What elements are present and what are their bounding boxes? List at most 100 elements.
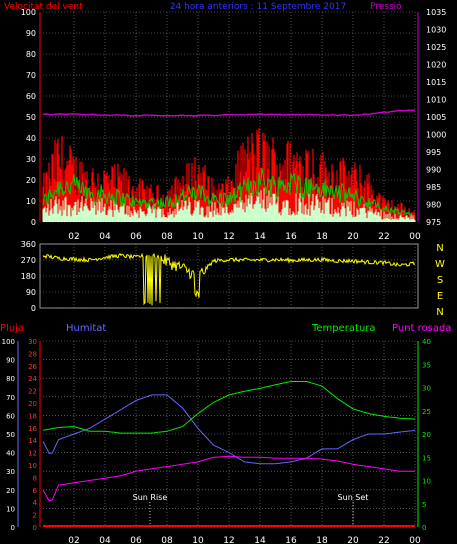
temperature-tick-label: 10 bbox=[28, 462, 37, 470]
x-tick-label: 02 bbox=[68, 536, 79, 544]
temperature-tick-label: 0 bbox=[33, 524, 37, 532]
dewpoint-axis-title: Punt rosada bbox=[392, 323, 451, 334]
y-left-tick-label: 50 bbox=[26, 113, 36, 122]
right-tick-label: 25 bbox=[422, 408, 431, 416]
y-left-tick-label: 60 bbox=[26, 92, 36, 101]
humidity-series bbox=[42, 394, 416, 465]
y-left-tick-label: 40 bbox=[26, 134, 36, 143]
wind-speed-pressure-panel: 0102030405060708090100975980985990995100… bbox=[4, 1, 446, 242]
right-tick-label: 15 bbox=[422, 454, 431, 462]
y-right-tick-label: 1030 bbox=[426, 26, 446, 35]
humidity-tick-label: 70 bbox=[6, 394, 15, 402]
temperature-series bbox=[42, 381, 416, 434]
x-tick-label: 00 bbox=[409, 536, 421, 544]
right-tick-label: 10 bbox=[422, 478, 431, 486]
left-axis-title: Velocitat del vent bbox=[4, 2, 83, 12]
humidity-tick-label: 20 bbox=[6, 487, 15, 495]
temperature-axis-title: Temperatura bbox=[311, 323, 376, 334]
temperature-tick-label: 20 bbox=[28, 400, 37, 408]
y-right-tick-label: 980 bbox=[426, 201, 441, 210]
x-tick-label: 06 bbox=[130, 536, 142, 544]
compass-label: N bbox=[436, 307, 443, 318]
right-tick-label: 30 bbox=[422, 385, 431, 393]
y-right-tick-label: 990 bbox=[426, 166, 441, 175]
temperature-tick-label: 16 bbox=[28, 425, 37, 433]
rain-axis-title: Pluja bbox=[0, 323, 24, 334]
y-right-tick-label: 995 bbox=[426, 148, 441, 157]
humidity-axis-title: Humitat bbox=[66, 323, 106, 334]
temperature-tick-label: 6 bbox=[33, 487, 38, 495]
y-left-tick-label: 20 bbox=[26, 176, 36, 185]
x-tick-label: 08 bbox=[161, 536, 173, 544]
x-tick-label: 22 bbox=[378, 232, 389, 242]
x-tick-label: 18 bbox=[316, 232, 328, 242]
y-right-tick-label: 1005 bbox=[426, 113, 446, 122]
wind-direction-series bbox=[42, 252, 416, 306]
temperature-tick-label: 2 bbox=[33, 512, 37, 520]
y-left-tick-label: 0 bbox=[31, 218, 36, 227]
y-right-tick-label: 985 bbox=[426, 183, 441, 192]
y-left-tick-label: 80 bbox=[26, 50, 36, 59]
humidity-tick-label: 100 bbox=[2, 338, 15, 346]
compass-label: N bbox=[436, 243, 443, 254]
x-tick-label: 16 bbox=[285, 536, 297, 544]
temperature-tick-label: 18 bbox=[28, 412, 37, 420]
x-tick-label: 16 bbox=[285, 232, 297, 242]
temperature-tick-label: 28 bbox=[28, 350, 37, 358]
right-tick-label: 20 bbox=[422, 431, 431, 439]
sunset-label: Sun Set bbox=[338, 493, 369, 502]
y-tick-label: 90 bbox=[26, 288, 36, 297]
temperature-tick-label: 14 bbox=[28, 437, 37, 445]
x-tick-label: 08 bbox=[161, 232, 173, 242]
y-left-tick-label: 100 bbox=[21, 8, 36, 17]
x-tick-label: 12 bbox=[223, 536, 234, 544]
temperature-tick-label: 4 bbox=[33, 499, 38, 507]
humidity-tick-label: 60 bbox=[6, 412, 15, 420]
y-tick-label: 360 bbox=[21, 240, 36, 249]
y-right-tick-label: 1035 bbox=[426, 8, 446, 17]
temperature-tick-label: 26 bbox=[28, 363, 37, 371]
x-tick-label: 18 bbox=[316, 536, 328, 544]
right-axis-title: Pressió bbox=[370, 1, 402, 12]
right-tick-label: 35 bbox=[422, 361, 431, 369]
dewpoint-series bbox=[42, 455, 415, 502]
x-tick-label: 14 bbox=[254, 232, 266, 242]
y-right-tick-label: 1015 bbox=[426, 78, 446, 87]
x-tick-label: 06 bbox=[130, 232, 142, 242]
x-tick-label: 10 bbox=[192, 536, 204, 544]
x-tick-label: 04 bbox=[99, 232, 111, 242]
y-left-tick-label: 10 bbox=[26, 197, 36, 206]
right-tick-label: 0 bbox=[422, 524, 426, 532]
compass-label: E bbox=[437, 291, 443, 302]
compass-label: W bbox=[435, 259, 445, 270]
temperature-tick-label: 12 bbox=[28, 450, 37, 458]
y-right-tick-label: 975 bbox=[426, 218, 441, 227]
pressure-series bbox=[42, 109, 416, 117]
humidity-tick-label: 50 bbox=[6, 431, 15, 439]
humidity-tick-label: 80 bbox=[6, 375, 15, 383]
humidity-tick-label: 0 bbox=[11, 524, 15, 532]
y-left-tick-label: 30 bbox=[26, 155, 36, 164]
humidity-temperature-panel: Pluja Humitat Temperatura Punt rosada010203… bbox=[0, 323, 451, 544]
chart-title: 24 hora anteriors : 11 Septembre 2017 bbox=[170, 2, 346, 12]
x-tick-label: 20 bbox=[347, 536, 359, 544]
y-left-tick-label: 90 bbox=[26, 29, 36, 38]
y-right-tick-label: 1020 bbox=[426, 61, 446, 70]
y-right-tick-label: 1010 bbox=[426, 96, 446, 105]
humidity-tick-label: 10 bbox=[6, 505, 15, 513]
mean-speed-series bbox=[42, 187, 416, 222]
y-tick-label: 270 bbox=[21, 256, 36, 265]
temperature-tick-label: 22 bbox=[28, 388, 37, 396]
x-tick-label: 02 bbox=[68, 232, 79, 242]
right-tick-label: 40 bbox=[422, 338, 431, 346]
x-tick-label: 12 bbox=[223, 232, 234, 242]
right-tick-label: 5 bbox=[422, 501, 426, 509]
humidity-tick-label: 30 bbox=[6, 468, 15, 476]
y-right-tick-label: 1000 bbox=[426, 131, 446, 140]
humidity-tick-label: 90 bbox=[6, 357, 15, 365]
x-tick-label: 20 bbox=[347, 232, 359, 242]
temperature-tick-label: 30 bbox=[28, 338, 37, 346]
compass-label: S bbox=[437, 275, 443, 286]
